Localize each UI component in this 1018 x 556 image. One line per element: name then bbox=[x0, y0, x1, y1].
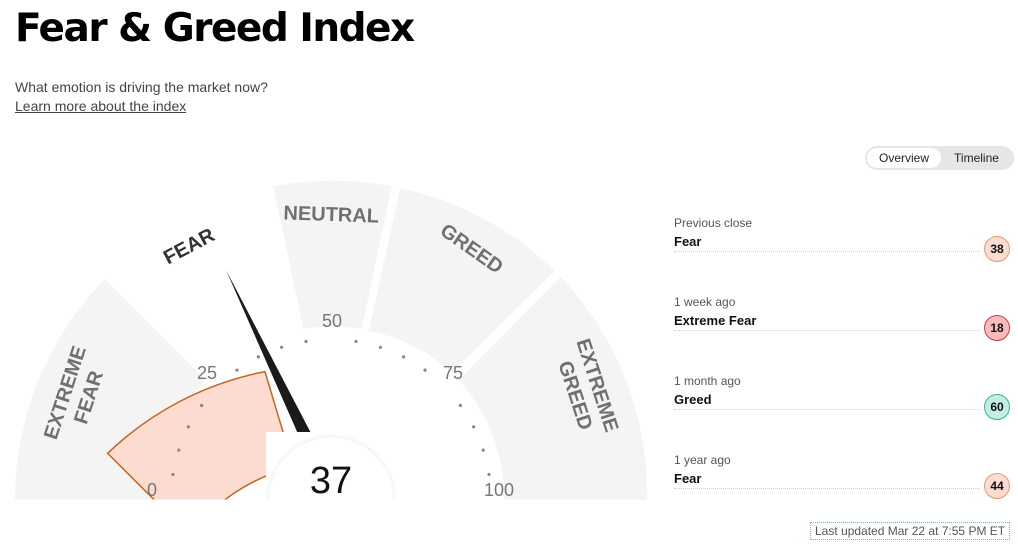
history-item-previous-close: Previous close Fear 38 bbox=[674, 216, 1010, 272]
tick-dot bbox=[186, 425, 190, 429]
tick-dot bbox=[304, 339, 308, 344]
history-label: Previous close bbox=[674, 216, 753, 230]
tick-label-50: 50 bbox=[322, 311, 342, 331]
segment-greed bbox=[368, 188, 555, 373]
history-label: 1 week ago bbox=[674, 295, 736, 309]
tick-dot bbox=[200, 403, 204, 408]
learn-more-link[interactable]: Learn more about the index bbox=[15, 98, 187, 114]
history-label: 1 month ago bbox=[674, 374, 741, 388]
history-score-badge: 18 bbox=[984, 315, 1010, 341]
tick-dot bbox=[472, 425, 476, 429]
tick-dot bbox=[423, 368, 427, 372]
history-value: Fear bbox=[674, 471, 702, 486]
tick-dot bbox=[280, 345, 284, 349]
page-subtitle: What emotion is driving the market now? bbox=[15, 79, 268, 95]
history-divider bbox=[674, 251, 980, 252]
history-score-badge: 60 bbox=[984, 394, 1010, 420]
history-score-badge: 44 bbox=[984, 473, 1010, 499]
fear-greed-gauge: EXTREME FEAR FEAR NEUTRAL GREED EXTREME … bbox=[0, 180, 700, 520]
tick-label-0: 0 bbox=[147, 480, 157, 500]
history-value: Extreme Fear bbox=[674, 313, 757, 328]
history-label: 1 year ago bbox=[674, 453, 731, 467]
history-divider bbox=[674, 488, 980, 489]
segment-extreme-greed bbox=[458, 276, 648, 500]
segment-label-fear: FEAR bbox=[160, 224, 219, 269]
page-title: Fear & Greed Index bbox=[15, 6, 415, 51]
history-divider bbox=[674, 409, 980, 410]
gauge-value: 37 bbox=[310, 460, 352, 502]
timeline-tab[interactable]: Timeline bbox=[954, 151, 999, 165]
segment-label-neutral: NEUTRAL bbox=[283, 202, 379, 227]
tick-dot bbox=[171, 472, 175, 477]
overview-tab[interactable]: Overview bbox=[867, 148, 941, 168]
tick-dot bbox=[481, 448, 485, 452]
history-value: Greed bbox=[674, 392, 712, 407]
history-item-1-year-ago: 1 year ago Fear 44 bbox=[674, 453, 1010, 509]
tick-dot bbox=[378, 345, 382, 349]
tick-label-25: 25 bbox=[197, 363, 217, 383]
segment-neutral bbox=[273, 180, 392, 329]
tick-dot bbox=[235, 368, 239, 372]
history-value: Fear bbox=[674, 234, 702, 249]
tick-dot bbox=[458, 403, 462, 408]
tick-dot bbox=[402, 355, 406, 359]
gauge-needle bbox=[226, 270, 313, 443]
tick-dot bbox=[177, 448, 181, 452]
history-item-1-month-ago: 1 month ago Greed 60 bbox=[674, 374, 1010, 430]
view-toggle: Overview Timeline bbox=[865, 146, 1014, 170]
tick-dot bbox=[487, 472, 491, 477]
history-score-badge: 38 bbox=[984, 236, 1010, 262]
tick-label-100: 100 bbox=[484, 480, 514, 500]
history-item-1-week-ago: 1 week ago Extreme Fear 18 bbox=[674, 295, 1010, 351]
tick-dot bbox=[256, 355, 260, 359]
tick-dots bbox=[171, 339, 491, 477]
tick-dot bbox=[354, 339, 358, 344]
history-divider bbox=[674, 330, 980, 331]
last-updated-text: Last updated Mar 22 at 7:55 PM ET bbox=[810, 522, 1011, 540]
tick-label-75: 75 bbox=[443, 363, 463, 383]
